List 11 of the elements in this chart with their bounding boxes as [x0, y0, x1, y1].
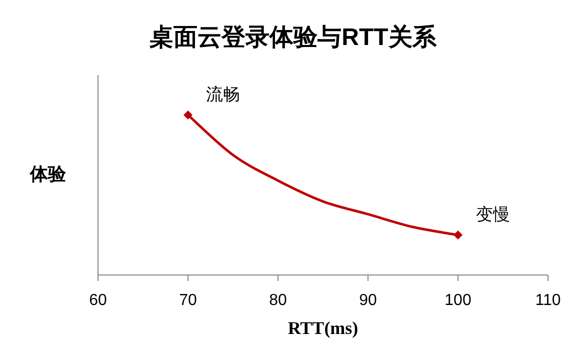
x-tick-label: 70	[179, 292, 197, 309]
x-tick-label: 100	[444, 292, 472, 309]
x-axis-title: RTT(ms)	[288, 318, 358, 338]
y-axis-title: 体验	[29, 164, 67, 184]
annotation: 流畅	[206, 85, 240, 104]
annotation: 变慢	[476, 205, 510, 224]
x-tick-label: 90	[359, 292, 377, 309]
x-tick-label: 60	[89, 292, 107, 309]
chart-title: 桌面云登录体验与RTT关系	[148, 24, 438, 51]
x-tick-label: 80	[269, 292, 287, 309]
x-tick-label: 110	[535, 292, 561, 309]
